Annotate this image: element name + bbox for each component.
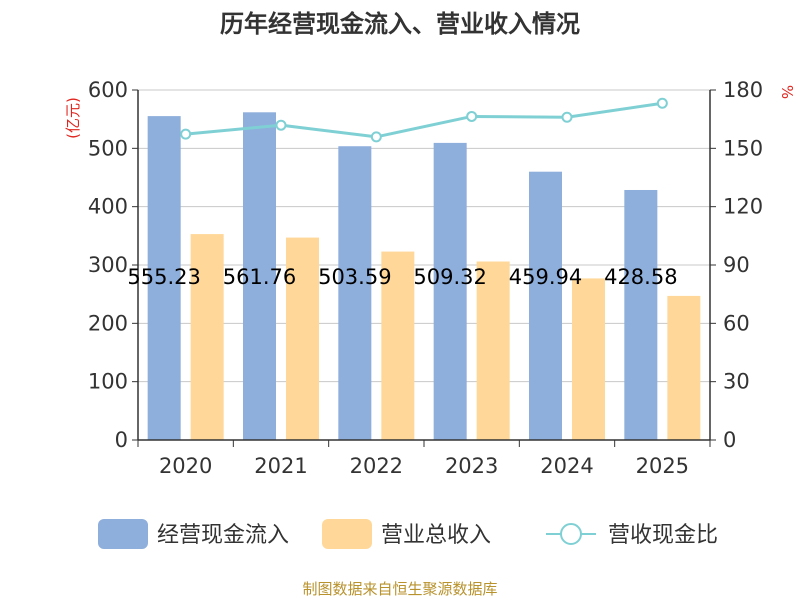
right-axis-tick-label: 150 bbox=[723, 136, 763, 160]
source-note: 制图数据来自恒生聚源数据库 bbox=[302, 580, 497, 598]
chart-title: 历年经营现金流入、营业收入情况 bbox=[220, 10, 580, 38]
ratio-line-point bbox=[275, 119, 287, 131]
right-axis-tick-label: 90 bbox=[723, 253, 750, 277]
cash-inflow-bar bbox=[433, 142, 467, 440]
left-axis-tick-label: 200 bbox=[88, 311, 128, 335]
left-axis-tick-label: 300 bbox=[88, 253, 128, 277]
right-axis-tick-label: 120 bbox=[723, 195, 763, 219]
right-axis-unit: % bbox=[778, 85, 796, 99]
cash-inflow-bar bbox=[529, 171, 562, 440]
ratio-line-point bbox=[370, 131, 382, 143]
left-axis-tick-label: 0 bbox=[115, 428, 128, 452]
left-axis-tick-label: 100 bbox=[88, 370, 128, 394]
right-axis-tick-label: 30 bbox=[723, 370, 750, 394]
x-axis-tick-label: 2024 bbox=[540, 454, 593, 478]
cash-inflow-bar bbox=[624, 189, 658, 440]
bar-value-label: 555.23 bbox=[127, 265, 200, 289]
ratio-line-point bbox=[466, 110, 478, 122]
ratio-line-point bbox=[656, 97, 668, 109]
x-axis-tick-label: 2021 bbox=[254, 454, 307, 478]
data-labels: 555.23 561.76 503.59 509.32 459.94 428.58 bbox=[127, 265, 677, 289]
ratio-line-path bbox=[185, 101, 663, 139]
revenue-bar bbox=[476, 261, 510, 440]
legend-label: 经营现金流入 bbox=[157, 523, 289, 548]
legend-swatch bbox=[98, 519, 148, 549]
left-axis-tick-label: 500 bbox=[88, 136, 128, 160]
left-axis-tick-label: 600 bbox=[88, 78, 128, 102]
axes: 0 100 200 300 400 500 600 0 30 60 90 120 150 180 2020 2… bbox=[88, 78, 763, 478]
left-axis-unit: (亿元) bbox=[64, 97, 82, 139]
legend-swatch bbox=[322, 519, 372, 549]
ratio-line-point bbox=[561, 111, 573, 123]
x-axis-tick-label: 2020 bbox=[159, 454, 212, 478]
legend-line-marker bbox=[560, 523, 582, 545]
bars bbox=[147, 112, 701, 440]
revenue-bar bbox=[286, 237, 319, 440]
right-axis-tick-label: 180 bbox=[723, 78, 763, 102]
ratio-line-point bbox=[180, 128, 192, 140]
bar-value-label: 428.58 bbox=[604, 265, 677, 289]
x-axis-tick-label: 2025 bbox=[636, 454, 689, 478]
left-axis-tick-label: 400 bbox=[88, 195, 128, 219]
cash-inflow-bar bbox=[338, 146, 372, 440]
bar-value-label: 509.32 bbox=[413, 265, 486, 289]
revenue-bar bbox=[572, 278, 605, 440]
x-axis-tick-label: 2023 bbox=[445, 454, 498, 478]
gridlines bbox=[138, 89, 710, 383]
x-axis-tick-label: 2022 bbox=[350, 454, 403, 478]
bar-value-label: 503.59 bbox=[318, 265, 391, 289]
revenue-bar bbox=[381, 251, 415, 440]
right-axis-tick-label: 60 bbox=[723, 311, 750, 335]
bar-value-label: 561.76 bbox=[223, 265, 296, 289]
legend: 经营现金流入 营业总收入 营收现金比 bbox=[98, 519, 718, 549]
cash-inflow-bar bbox=[147, 116, 181, 440]
legend-label: 营收现金比 bbox=[608, 523, 718, 548]
revenue-bar bbox=[667, 295, 701, 440]
revenue-bar bbox=[190, 234, 224, 440]
cash-inflow-bar bbox=[243, 112, 276, 440]
ratio-line bbox=[180, 97, 668, 143]
right-axis-tick-label: 0 bbox=[723, 428, 736, 452]
bar-value-label: 459.94 bbox=[509, 265, 582, 289]
legend-label: 营业总收入 bbox=[381, 523, 491, 548]
